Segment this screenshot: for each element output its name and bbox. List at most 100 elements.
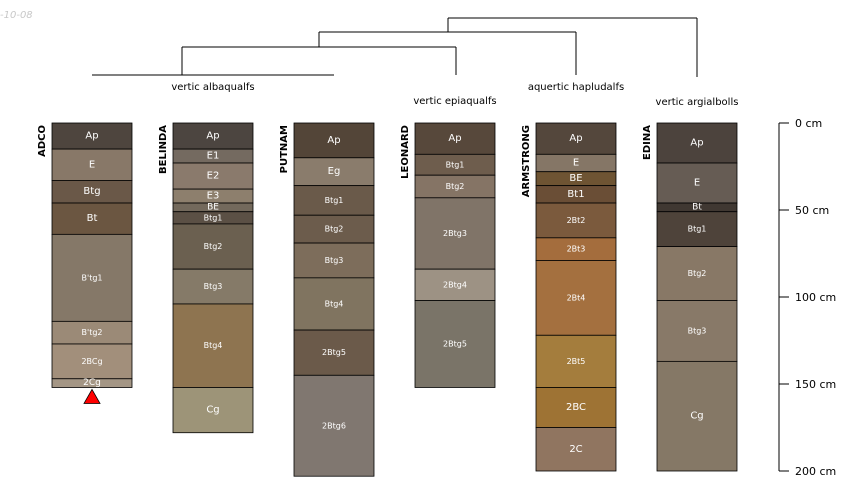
horizon-label-armstrong-4: 2Bt2 [567, 216, 586, 225]
profile-name-belinda: BELINDA [158, 125, 169, 174]
depth-tick-label-1: 50 cm [795, 204, 829, 217]
horizon-putnam-2 [293, 185, 375, 216]
profile-name-armstrong: ARMSTRONG [521, 125, 532, 197]
horizon-belinda-7 [172, 268, 254, 305]
horizon-label-adco-1: E [89, 159, 95, 170]
group-label-vertic-albaqualfs: vertic albaqualfs [171, 82, 254, 93]
horizon-label-belinda-7: Btg3 [204, 282, 223, 291]
horizon-label-armstrong-2: BE [569, 173, 582, 184]
horizon-label-putnam-4: Btg3 [325, 256, 344, 265]
horizon-label-leonard-5: 2Btg5 [443, 339, 467, 348]
profile-name-putnam: PUTNAM [279, 125, 290, 173]
horizon-label-putnam-7: 2Btg6 [322, 421, 346, 430]
horizon-label-armstrong-0: Ap [569, 133, 582, 144]
profile-putnam: Ap Eg Btg1 Btg2 Btg3 Btg4 2Btg5 2Btg6 PUTNAM [279, 122, 375, 477]
horizon-label-armstrong-8: 2BC [566, 402, 586, 413]
horizon-label-edina-4: Btg2 [688, 269, 707, 278]
horizon-label-leonard-1: Btg1 [446, 160, 465, 169]
horizon-belinda-8 [172, 303, 254, 388]
horizon-label-leonard-4: 2Btg4 [443, 280, 467, 289]
horizon-armstrong-6 [535, 260, 617, 336]
horizon-label-adco-3: Bt [87, 213, 98, 224]
dendrogram [92, 17, 698, 77]
horizon-label-edina-6: Cg [690, 411, 703, 422]
horizon-label-belinda-8: Btg4 [204, 341, 223, 350]
horizon-leonard-5 [414, 300, 496, 388]
horizon-armstrong-0 [535, 122, 617, 155]
horizon-label-edina-1: E [694, 178, 700, 189]
horizon-label-belinda-3: E3 [207, 191, 220, 202]
horizon-label-armstrong-1: E [573, 158, 579, 169]
profile-armstrong: Ap E BE Bt1 2Bt2 2Bt3 2Bt4 2Bt5 2BC 2C ARMSTRONG [521, 122, 617, 472]
horizon-label-armstrong-6: 2Bt4 [567, 293, 586, 302]
horizon-label-adco-5: B'tg2 [82, 328, 103, 337]
horizon-label-armstrong-5: 2Bt3 [567, 245, 586, 254]
horizon-label-adco-2: Btg [83, 186, 100, 197]
horizon-label-putnam-1: Eg [328, 166, 341, 177]
horizon-putnam-1 [293, 157, 375, 187]
depth-tick-label-2: 100 cm [795, 291, 836, 304]
horizon-putnam-6 [293, 329, 375, 376]
horizon-label-belinda-5: Btg1 [204, 213, 223, 222]
horizon-label-belinda-4: BE [207, 202, 219, 212]
red-triangle-icon [83, 388, 101, 404]
horizon-adco-3 [51, 202, 133, 235]
depth-tick-label-3: 150 cm [795, 378, 836, 391]
group-label-aquertic-hapludalfs: aquertic hapludalfs [528, 82, 624, 93]
horizon-leonard-3 [414, 197, 496, 270]
horizon-label-putnam-2: Btg1 [325, 196, 344, 205]
horizon-label-belinda-2: E2 [207, 171, 220, 182]
horizon-label-edina-2: Bt [692, 202, 702, 212]
horizon-label-adco-6: 2BCg [81, 357, 102, 366]
horizon-putnam-4 [293, 242, 375, 279]
horizon-armstrong-9 [535, 427, 617, 472]
horizon-edina-6 [656, 360, 738, 472]
horizon-label-putnam-5: Btg4 [325, 299, 344, 308]
horizon-adco-1 [51, 148, 133, 181]
horizon-label-armstrong-9: 2C [569, 444, 582, 455]
horizon-label-edina-0: Ap [690, 138, 703, 149]
horizon-label-edina-5: Btg3 [688, 326, 707, 335]
horizon-label-leonard-3: 2Btg3 [443, 229, 467, 238]
horizon-label-belinda-1: E1 [207, 151, 220, 162]
depth-tick-label-0: 0 cm [795, 117, 822, 130]
horizon-adco-7 [51, 378, 133, 388]
horizon-putnam-0 [293, 122, 375, 159]
horizon-adco-0 [51, 122, 133, 150]
profile-leonard: Ap Btg1 Btg2 2Btg3 2Btg4 2Btg5 LEONARD [400, 122, 496, 388]
profile-name-adco: ADCO [37, 125, 48, 157]
horizon-belinda-9 [172, 387, 254, 434]
horizon-belinda-0 [172, 122, 254, 150]
horizon-belinda-2 [172, 162, 254, 190]
horizon-label-adco-0: Ap [85, 131, 98, 142]
horizon-label-leonard-2: Btg2 [446, 182, 465, 191]
group-label-vertic-argialbolls: vertic argialbolls [656, 97, 739, 108]
horizon-label-leonard-0: Ap [448, 133, 461, 144]
horizon-adco-6 [51, 343, 133, 380]
horizon-leonard-4 [414, 268, 496, 301]
horizon-label-armstrong-3: Bt1 [567, 189, 584, 200]
horizon-label-adco-7: 2Cg [83, 378, 101, 388]
horizon-label-putnam-6: 2Btg5 [322, 348, 346, 357]
profile-edina: Ap E Bt Btg1 Btg2 Btg3 Cg EDINA [642, 122, 738, 472]
depth-axis: 0 cm 50 cm 100 cm 150 cm 200 cm [778, 117, 836, 478]
horizon-armstrong-8 [535, 387, 617, 428]
profile-adco: Ap E Btg Bt B'tg1 B'tg2 2BCg 2Cg ADCO [37, 122, 133, 404]
horizon-label-edina-3: Btg1 [688, 225, 707, 234]
horizon-label-belinda-9: Cg [206, 405, 219, 416]
horizon-label-belinda-0: Ap [206, 131, 219, 142]
horizon-label-adco-4: B'tg1 [82, 273, 103, 282]
horizon-edina-0 [656, 122, 738, 164]
horizon-belinda-6 [172, 223, 254, 270]
depth-tick-label-4: 200 cm [795, 465, 836, 478]
horizon-putnam-5 [293, 277, 375, 331]
profile-name-edina: EDINA [642, 125, 653, 160]
group-label-vertic-epiaqualfs: vertic epiaqualfs [413, 96, 496, 107]
corner-label: -10-08 [0, 10, 33, 21]
horizon-label-armstrong-7: 2Bt5 [567, 357, 586, 366]
horizon-label-belinda-6: Btg2 [204, 242, 223, 251]
horizon-label-putnam-0: Ap [327, 135, 340, 146]
